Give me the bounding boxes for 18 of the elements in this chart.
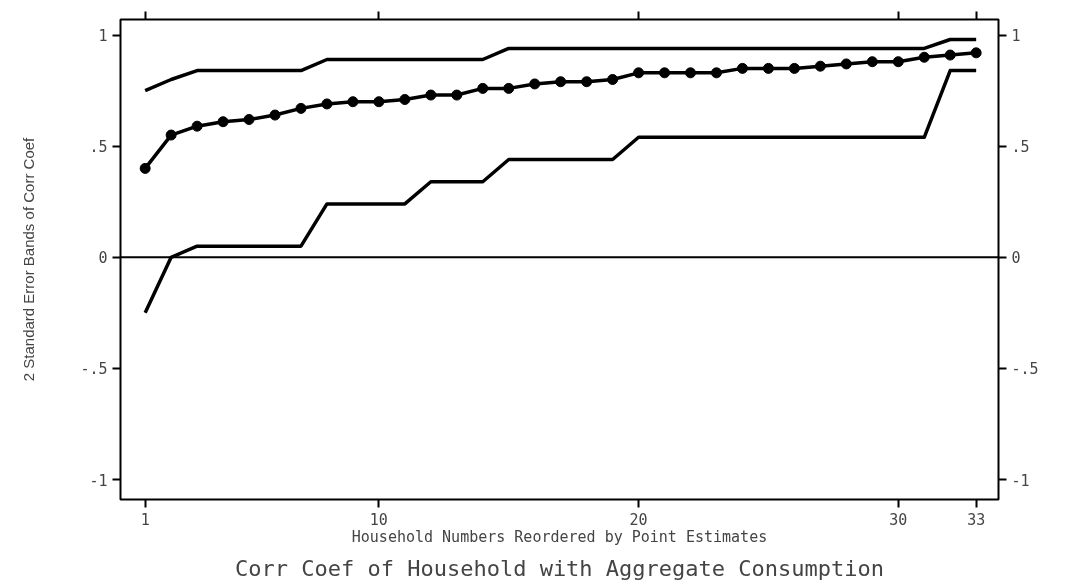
y-axis-title: 2 Standard Error Bands of Corr Coef <box>20 136 38 382</box>
y-tick-label: -1 <box>89 471 108 490</box>
x-tick-label: 10 <box>369 510 388 529</box>
y2-tick-label: 0 <box>1011 249 1021 268</box>
y2-tick-label: -1 <box>1011 471 1030 490</box>
x-tick-label: 30 <box>889 510 908 529</box>
y2-tick-label: -.5 <box>1011 360 1039 379</box>
x-axis-title: Household Numbers Reordered by Point Estimates <box>351 527 768 546</box>
y2-tick-label: 1 <box>1011 27 1021 46</box>
x-tick-label: 20 <box>629 510 648 529</box>
x-tick-label: 1 <box>140 510 150 529</box>
text: Corr Coef of Household with Aggregate Consumption <box>234 555 885 581</box>
y-tick-label: .5 <box>89 138 108 157</box>
y-tick-label: 0 <box>98 249 108 268</box>
y2-tick-label: .5 <box>1011 138 1030 157</box>
y-tick-label: -.5 <box>80 360 108 379</box>
x-tick-label: 33 <box>967 510 986 529</box>
y-tick-label: 1 <box>98 27 108 46</box>
